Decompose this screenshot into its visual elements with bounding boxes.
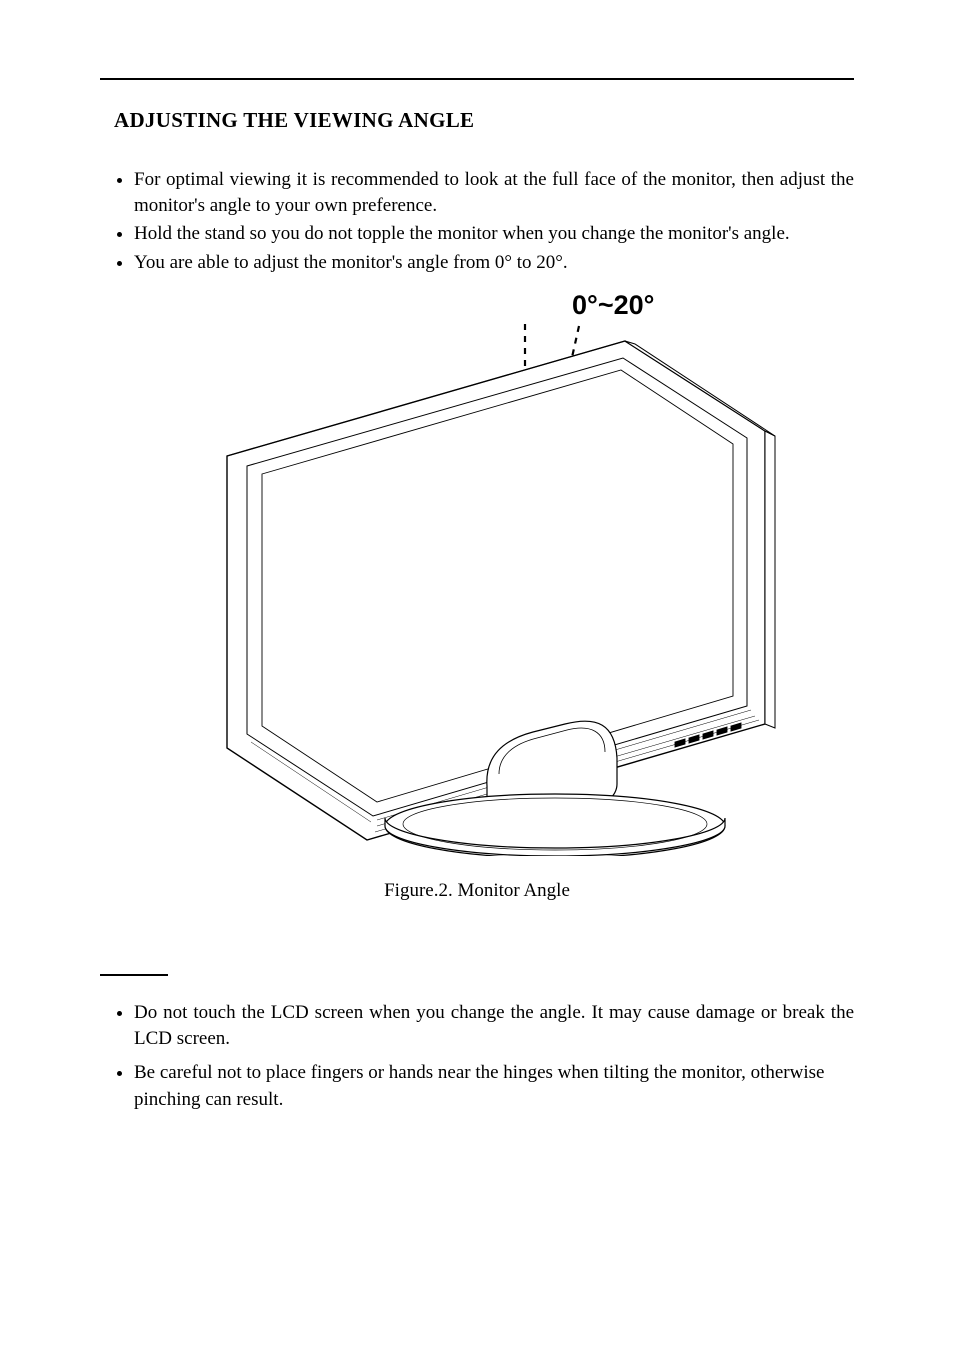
notes-bullet-list: Do not touch the LCD screen when you cha… [100, 1000, 854, 1113]
monitor-tilt-diagram: 0°~20° [177, 286, 777, 856]
figure-caption: Figure.2. Monitor Angle [100, 880, 854, 902]
notes-divider [100, 974, 168, 976]
monitor-right-side [765, 431, 775, 728]
figure-caption-prefix: Figure.2. [384, 880, 453, 901]
section-title: ADJUSTING THE VIEWING ANGLE [114, 108, 854, 133]
list-item: Be careful not to place fingers or hands… [134, 1060, 854, 1112]
figure-caption-text: Monitor Angle [453, 880, 570, 901]
list-item: You are able to adjust the monitor's ang… [134, 250, 854, 276]
tilt-range-label: 0°~20° [572, 290, 654, 320]
list-item: Hold the stand so you do not topple the … [134, 221, 854, 247]
main-bullet-list: For optimal viewing it is recommended to… [100, 167, 854, 276]
list-item: Do not touch the LCD screen when you cha… [134, 1000, 854, 1052]
list-item: For optimal viewing it is recommended to… [134, 167, 854, 219]
horizontal-rule [100, 78, 854, 80]
figure-container: 0°~20° [100, 286, 854, 902]
